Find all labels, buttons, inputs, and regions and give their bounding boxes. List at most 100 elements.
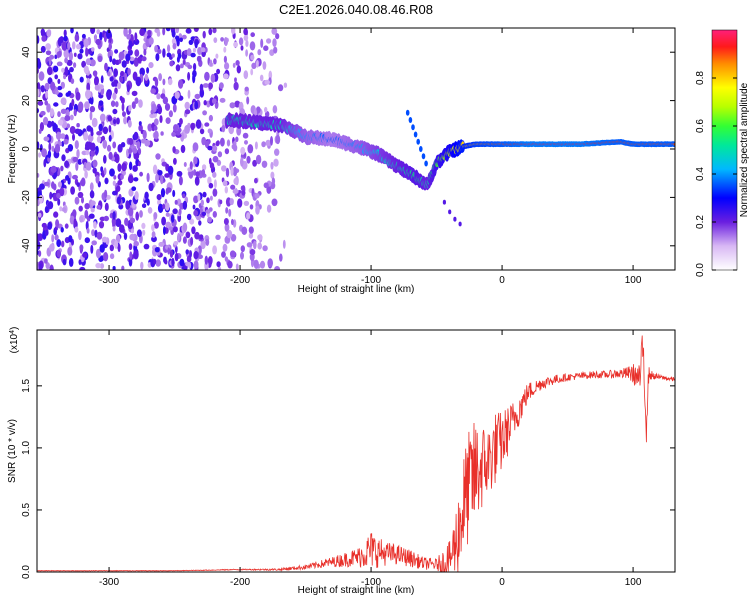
spectrogram-y-ticks: -40 -20 0 20 40 [21, 46, 675, 253]
noise-blob [207, 128, 212, 134]
noise-blob [133, 131, 139, 140]
noise-blob [49, 264, 54, 270]
noise-blob [184, 109, 191, 115]
noise-blob [232, 166, 238, 177]
noise-blob [133, 151, 140, 160]
noise-blob [60, 227, 64, 233]
noise-blob [174, 252, 179, 262]
noise-blob [141, 56, 147, 62]
noise-blob [275, 134, 281, 145]
noise-blob [179, 37, 183, 43]
x-tick-label: 100 [625, 577, 642, 588]
noise-blob [131, 90, 138, 97]
noise-blob [164, 173, 170, 178]
noise-blob [212, 145, 218, 152]
noise-blob [109, 244, 115, 252]
noise-blob [232, 189, 239, 194]
y-tick-label: 1.0 [21, 441, 32, 455]
noise-blob [160, 174, 164, 185]
noise-blob [187, 71, 191, 81]
noise-blob [128, 138, 134, 145]
noise-blob [112, 141, 117, 149]
noise-blob [40, 85, 45, 93]
noise-blob [208, 182, 214, 189]
noise-blob [61, 154, 66, 162]
noise-blob [232, 144, 238, 152]
noise-blob [141, 203, 147, 208]
noise-blob [219, 82, 224, 89]
noise-blob [94, 84, 100, 91]
branch-point [408, 117, 413, 123]
noise-blob [64, 66, 69, 76]
noise-blob [95, 38, 101, 46]
noise-blob [63, 29, 67, 37]
noise-blob [212, 28, 217, 34]
noise-blob [57, 78, 61, 84]
noise-blob [79, 244, 84, 251]
noise-blob [133, 249, 139, 260]
noise-blob [69, 114, 74, 121]
noise-blob [61, 141, 65, 147]
noise-blob [113, 175, 117, 180]
noise-blob [78, 101, 84, 111]
noise-blob [154, 45, 159, 53]
noise-blob [38, 128, 42, 134]
noise-blob [100, 106, 104, 112]
noise-blob [79, 48, 84, 54]
noise-blob [83, 131, 89, 141]
snr-line [37, 335, 675, 572]
noise-blob [90, 131, 94, 137]
noise-blob [123, 232, 128, 240]
noise-blob [161, 216, 167, 226]
noise-blob [215, 234, 221, 240]
noise-blob [233, 81, 239, 91]
noise-blob [68, 51, 73, 61]
noise-blob [182, 59, 186, 65]
noise-blob [84, 101, 90, 110]
noise-blob [128, 161, 133, 171]
noise-blob [254, 192, 260, 199]
noise-blob [204, 122, 210, 127]
noise-blob [92, 167, 97, 174]
noise-blob [234, 77, 237, 83]
noise-blob [206, 197, 210, 204]
noise-blob [197, 254, 203, 259]
noise-blob [144, 191, 149, 200]
noise-blob [192, 73, 196, 84]
noise-blob [103, 167, 107, 175]
noise-blob [194, 93, 201, 100]
noise-blob [259, 260, 266, 269]
noise-blob [49, 243, 55, 252]
noise-blob [69, 126, 76, 134]
noise-blob [95, 262, 102, 269]
noise-blob [46, 103, 51, 113]
noise-blob [198, 220, 202, 226]
noise-blob [182, 222, 188, 232]
noise-blob [199, 234, 204, 240]
noise-blob [153, 130, 159, 140]
noise-blob [152, 164, 158, 175]
noise-blob [116, 185, 121, 192]
noise-blob [124, 217, 129, 226]
noise-blob [213, 179, 217, 189]
noise-blob [273, 46, 278, 54]
noise-blob [52, 123, 58, 130]
noise-blob [37, 173, 40, 178]
noise-blob [121, 265, 125, 270]
noise-blob [136, 141, 141, 150]
noise-blob [81, 60, 86, 68]
noise-blob [119, 95, 123, 101]
noise-blob [76, 149, 80, 159]
noise-blob [99, 31, 103, 41]
noise-blob [47, 150, 52, 159]
noise-blob [90, 200, 96, 206]
y-tick-label: 40 [21, 46, 32, 58]
noise-blob [243, 70, 249, 80]
noise-blob [264, 106, 268, 113]
noise-blob [209, 59, 213, 67]
noise-blob [154, 247, 160, 253]
noise-blob [231, 218, 234, 226]
noise-blob [236, 65, 241, 74]
noise-blob [190, 122, 195, 131]
